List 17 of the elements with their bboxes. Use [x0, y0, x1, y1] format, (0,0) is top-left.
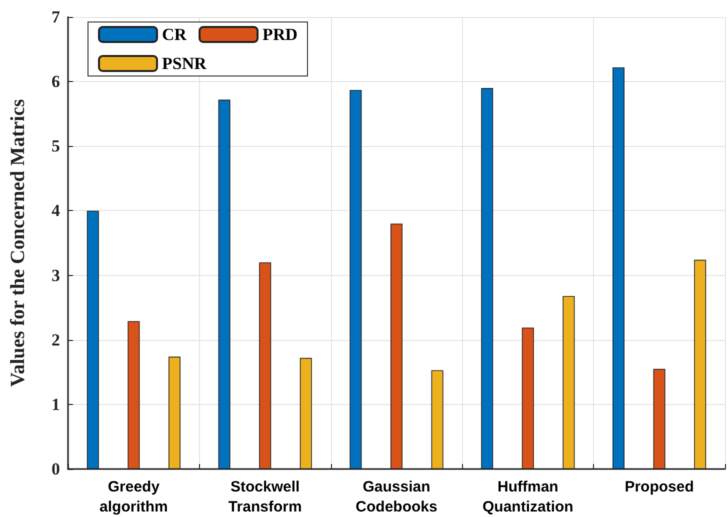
y-axis-title: Values for the Concerned Matrics: [7, 98, 29, 387]
x-tick-label: Stockwell Transform: [228, 478, 302, 516]
x-tick-label: Gaussian Codebooks: [356, 478, 438, 516]
y-tick-label: 3: [52, 266, 60, 285]
x-tick-label: Proposed: [624, 478, 694, 496]
legend-label: PRD: [262, 25, 298, 44]
legend-label: CR: [162, 25, 188, 44]
y-tick-label: 6: [52, 72, 60, 92]
y-tick-label: 2: [52, 330, 60, 350]
y-tick-label: 4: [52, 201, 60, 220]
legend-label: PSNR: [162, 54, 208, 73]
x-tick-label: Greedy algorithm: [100, 478, 168, 516]
x-tick-label: Huffman Quantization: [482, 478, 574, 516]
y-tick-label: 7: [52, 8, 60, 26]
y-tick-label: 5: [52, 136, 60, 156]
y-tick-label: 0: [52, 460, 60, 478]
y-tick-label: 1: [52, 394, 60, 414]
